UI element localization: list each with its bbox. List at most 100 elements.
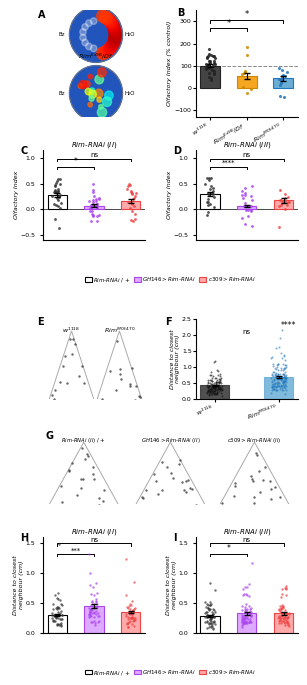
Point [284,608,289,619]
Point [240,612,245,623]
Point [249,204,254,215]
Point [280,382,285,393]
Circle shape [97,108,107,117]
Point [88,206,93,216]
Point [246,601,251,612]
Point [211,382,216,393]
Point [277,606,282,616]
Point [284,502,289,513]
Point [286,609,291,620]
Point [212,51,216,62]
Point [208,74,213,85]
Point [67,466,72,477]
Point [205,602,210,613]
Point [127,608,132,619]
Point [213,355,218,366]
Point [131,613,136,624]
Point [91,474,96,485]
Point [58,594,63,605]
Point [205,387,210,398]
Point [123,553,128,564]
Point [188,482,192,493]
Point [205,193,210,204]
Point [88,216,93,227]
Point [99,393,104,404]
Circle shape [91,45,97,51]
Point [126,180,131,191]
Point [58,606,63,616]
Point [249,181,254,192]
Circle shape [107,39,118,51]
Point [280,610,285,621]
Point [127,616,132,627]
Point [208,172,213,183]
Point [58,481,63,492]
Point [273,381,278,392]
Point [96,610,101,621]
Point [171,473,176,484]
Point [279,599,284,610]
Point [281,376,286,387]
Point [220,384,225,395]
Point [276,379,281,390]
Point [60,497,64,508]
Text: Bz: Bz [59,32,65,37]
Point [132,576,137,587]
Point [285,609,290,620]
Point [86,612,91,623]
Point [87,610,91,621]
Point [138,391,143,402]
Point [282,364,287,375]
Text: E: E [37,317,44,327]
Point [282,376,287,387]
Point [213,381,218,392]
Circle shape [105,42,116,54]
Point [132,192,137,203]
Point [55,601,60,612]
Point [210,186,215,197]
Point [92,607,97,618]
Text: ****: **** [222,160,235,166]
Point [69,348,74,359]
Bar [48,195,67,210]
Point [205,612,210,623]
Point [90,187,95,198]
Point [52,186,57,197]
Point [126,614,130,625]
Point [276,369,281,380]
Point [208,386,213,397]
Point [127,603,132,614]
Point [133,187,138,198]
Point [90,209,95,220]
Point [212,382,217,393]
Point [219,385,223,396]
Point [133,214,138,225]
Point [261,474,266,485]
Point [207,380,212,391]
Point [91,599,96,610]
Point [282,362,287,373]
Point [257,486,262,497]
Point [243,190,248,201]
Text: H₂O: H₂O [125,32,135,37]
Point [206,200,211,211]
Point [219,377,224,388]
Circle shape [95,75,103,84]
Point [94,196,99,207]
Point [247,615,252,626]
Point [100,495,105,506]
Point [281,377,286,388]
Point [278,195,282,206]
Point [277,614,282,625]
Point [214,388,219,399]
Point [204,607,209,618]
Circle shape [82,39,88,46]
Point [273,342,278,353]
Point [208,384,213,395]
Point [53,214,58,225]
Point [246,210,251,221]
Point [55,603,60,614]
Point [244,605,249,616]
Point [206,377,211,388]
Point [90,206,95,216]
